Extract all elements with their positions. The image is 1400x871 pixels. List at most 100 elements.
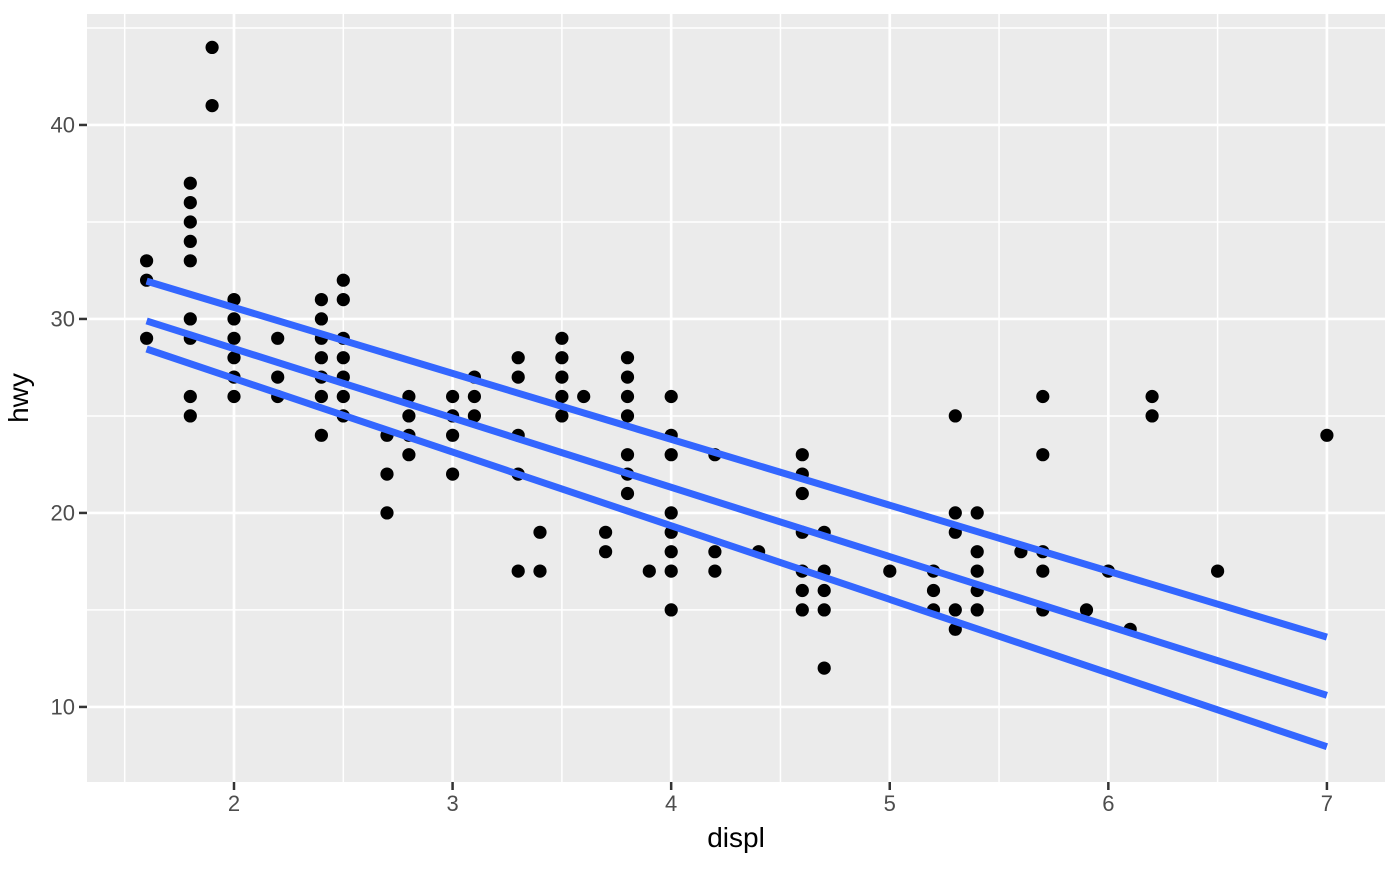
data-point — [1145, 409, 1159, 423]
data-point — [336, 351, 350, 365]
y-axis-title: hwy — [3, 373, 34, 423]
data-point — [1145, 389, 1159, 404]
plot-panel — [87, 14, 1385, 782]
data-point — [948, 506, 962, 520]
y-tick-label: 10 — [51, 694, 75, 719]
data-point — [467, 409, 481, 423]
data-point — [183, 196, 197, 210]
data-point — [314, 293, 328, 307]
data-point — [183, 389, 197, 404]
data-point — [620, 448, 635, 462]
data-point — [1320, 428, 1334, 442]
data-point — [205, 99, 219, 113]
data-point — [599, 545, 613, 559]
data-point — [620, 351, 635, 365]
data-point — [314, 312, 328, 326]
data-point — [446, 467, 460, 481]
data-point — [970, 545, 984, 559]
y-axis: 10 20 30 40 — [51, 112, 87, 719]
data-point — [183, 254, 197, 268]
data-point — [555, 331, 569, 345]
data-point — [380, 467, 394, 481]
data-point — [227, 351, 241, 365]
data-point — [314, 428, 328, 442]
quantile-lines-layer — [145, 277, 1329, 751]
data-point — [795, 486, 809, 501]
data-point — [227, 389, 241, 404]
y-tick-label: 40 — [51, 112, 75, 137]
data-point — [970, 506, 984, 520]
data-point — [380, 506, 394, 520]
data-point — [402, 448, 416, 462]
data-point — [970, 603, 984, 617]
data-point — [620, 409, 635, 423]
data-point — [467, 389, 481, 404]
y-tick-label: 20 — [51, 500, 75, 525]
data-point — [664, 448, 678, 462]
data-point — [577, 389, 591, 404]
data-point — [926, 583, 941, 598]
x-tick-label: 3 — [446, 791, 458, 816]
data-point — [620, 389, 635, 404]
data-point — [555, 351, 569, 365]
data-point — [511, 351, 525, 365]
data-point — [883, 564, 897, 578]
data-point — [1211, 564, 1225, 578]
data-point — [664, 545, 678, 559]
data-point — [620, 486, 635, 501]
data-point — [664, 389, 678, 404]
x-tick-label: 5 — [884, 791, 896, 816]
data-point — [511, 370, 525, 384]
data-point — [1036, 564, 1050, 578]
data-point — [708, 545, 722, 559]
x-tick-label: 2 — [228, 791, 240, 816]
data-point — [227, 312, 241, 326]
data-point — [642, 564, 656, 578]
data-point — [446, 389, 460, 404]
data-point — [314, 351, 328, 365]
x-tick-label: 4 — [665, 791, 677, 816]
data-point — [140, 331, 154, 345]
data-point — [205, 40, 219, 55]
data-point — [817, 583, 831, 598]
data-point — [336, 273, 350, 287]
x-axis: 2 3 4 5 6 7 — [228, 782, 1333, 816]
data-point — [533, 564, 547, 578]
y-tick-label: 30 — [51, 306, 75, 331]
data-point — [599, 525, 613, 539]
data-point — [314, 389, 328, 404]
quantile-line-q50 — [145, 317, 1328, 699]
data-point — [402, 409, 416, 423]
data-point — [664, 564, 678, 578]
data-point — [555, 409, 569, 423]
data-point — [1036, 389, 1050, 404]
quantile-line-q75 — [145, 277, 1328, 641]
data-point — [183, 215, 197, 229]
data-point — [183, 176, 197, 190]
data-point — [970, 564, 984, 578]
data-point — [708, 564, 722, 578]
data-point — [271, 331, 285, 345]
data-point — [948, 603, 962, 617]
data-point — [183, 312, 197, 326]
data-point — [795, 448, 809, 462]
data-point — [227, 331, 241, 345]
data-point — [183, 409, 197, 423]
data-point — [817, 603, 831, 617]
data-point — [664, 506, 678, 520]
data-point — [948, 409, 962, 423]
data-point — [183, 234, 197, 248]
data-point — [271, 370, 285, 384]
x-tick-label: 7 — [1321, 791, 1333, 816]
data-point — [1036, 448, 1050, 462]
data-point — [511, 564, 525, 578]
x-axis-title: displ — [707, 822, 765, 853]
data-point — [446, 428, 460, 442]
data-point — [1079, 603, 1094, 617]
data-point — [336, 389, 350, 404]
data-point — [817, 661, 831, 675]
data-point — [664, 603, 678, 617]
data-point — [140, 254, 154, 268]
